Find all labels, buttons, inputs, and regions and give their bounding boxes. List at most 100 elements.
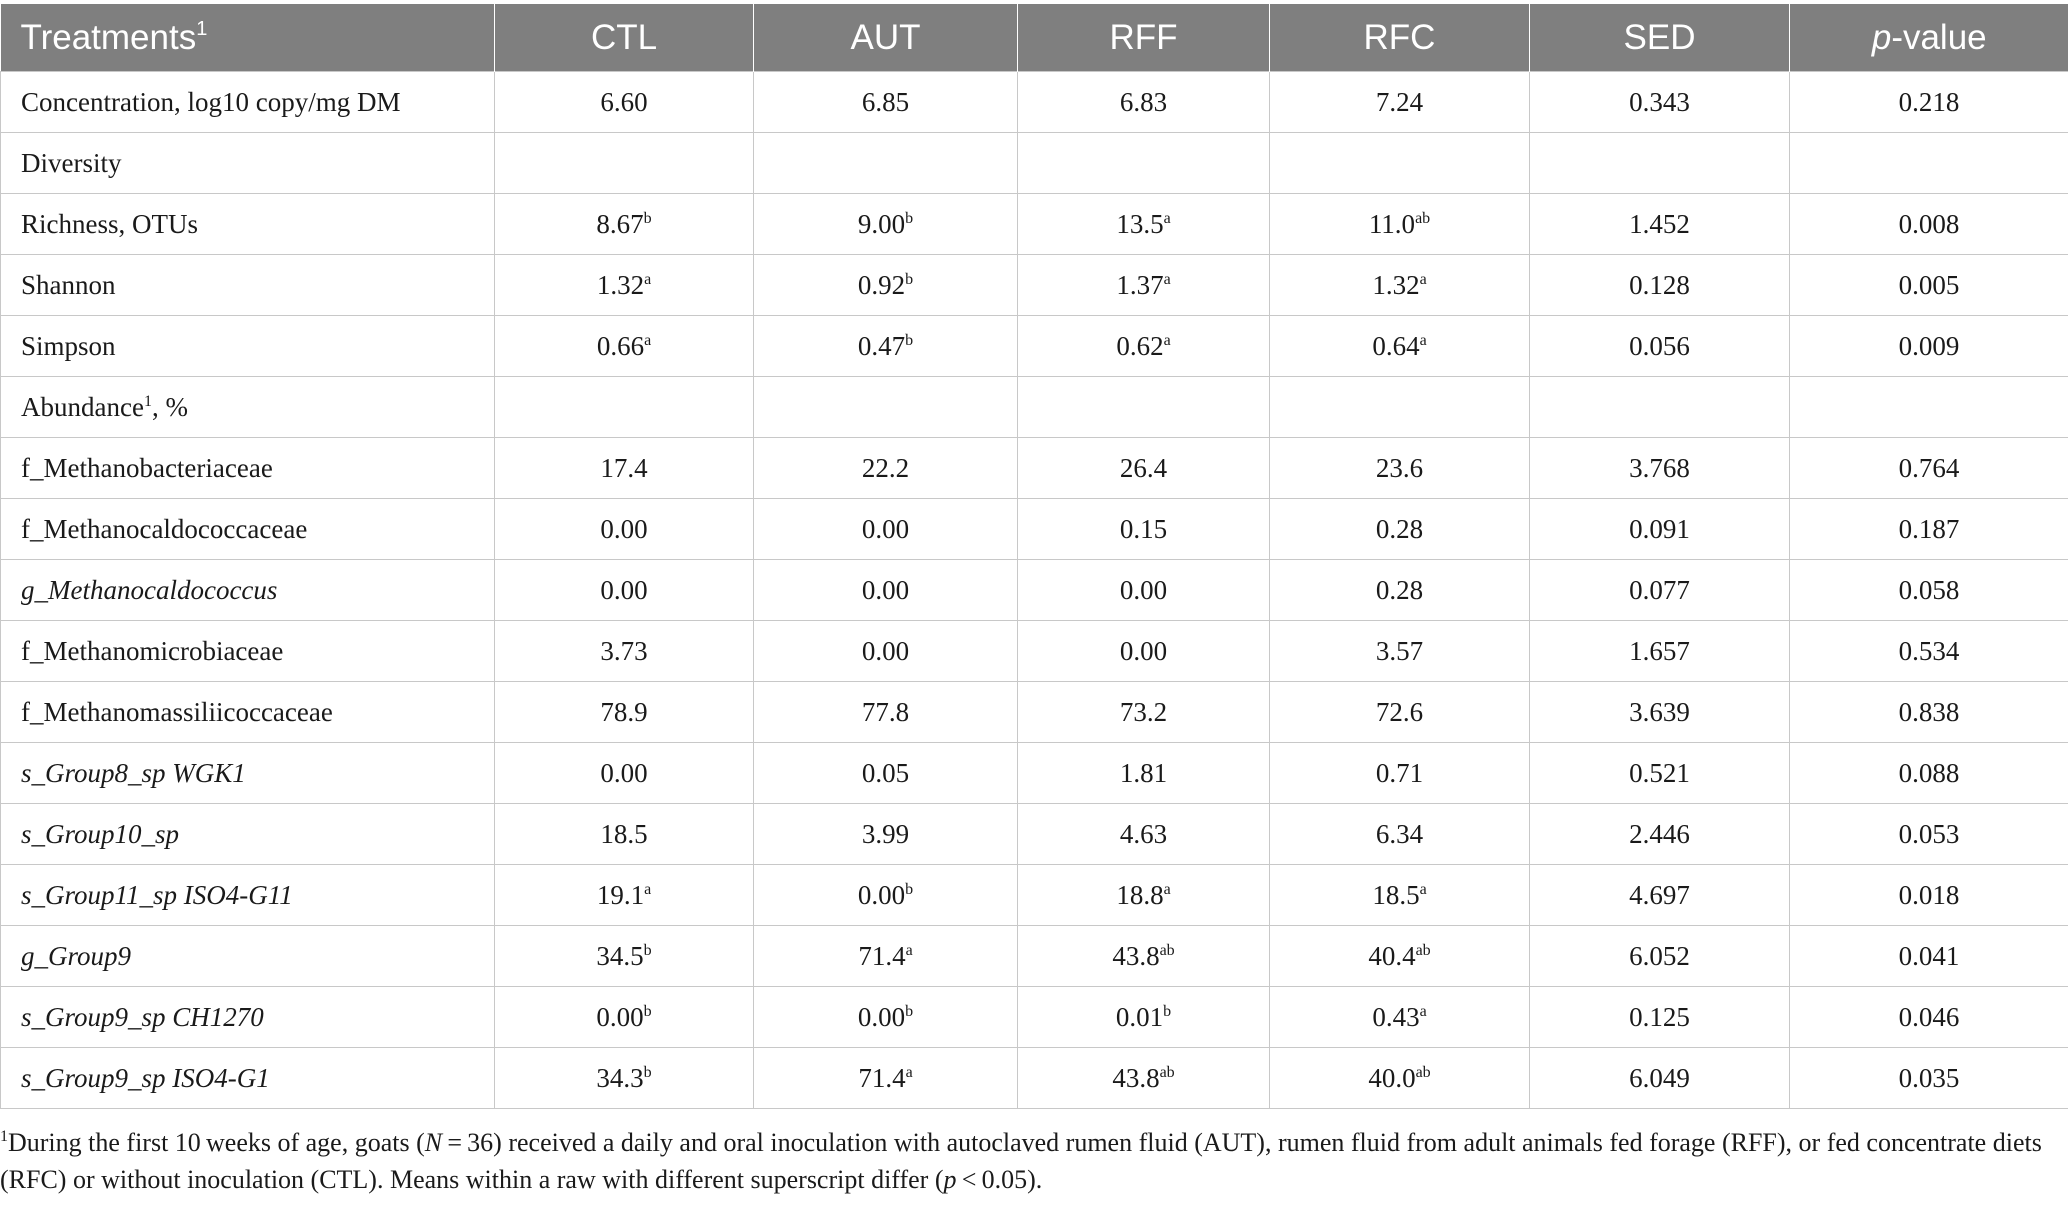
cell-superscript: a — [1163, 880, 1171, 898]
cell-value: 0.018 — [1898, 879, 1960, 910]
table-row: Diversity — [0, 132, 2068, 194]
row-label-text: s_Group9_sp ISO4-G1 — [21, 1062, 270, 1093]
row-label: s_Group9_sp CH1270 — [0, 986, 495, 1048]
cell-ctl: 6.60 — [494, 71, 754, 133]
cell-p-value: 0.187 — [1789, 498, 2068, 560]
table-body: Concentration, log10 copy/mg DM 6.60 6.85 6… — [0, 71, 2068, 1109]
row-label-text: Richness, OTUs — [21, 208, 198, 239]
row-label-text: f_Methanobacteriaceae — [21, 452, 273, 483]
row-label: f_Methanomassiliicoccaceae — [0, 681, 495, 743]
cell-rff: 18.8a — [1017, 864, 1270, 926]
cell-value: 1.452 — [1629, 208, 1690, 239]
cell-rff: 1.81 — [1017, 742, 1270, 804]
cell-value: 0.125 — [1629, 1001, 1690, 1032]
cell-value: 4.63 — [1119, 818, 1168, 849]
cell-p-value: 0.764 — [1789, 437, 2068, 499]
cell-ctl: 1.32a — [494, 254, 754, 316]
cell-superscript: b — [905, 880, 914, 898]
cell-ctl: 78.9 — [494, 681, 754, 743]
cell-rfc: 18.5a — [1269, 864, 1530, 926]
cell-ctl — [494, 132, 754, 194]
cell-value: 0.00 — [861, 513, 910, 544]
cell-value: 3.57 — [1375, 635, 1424, 666]
table-row: Abundance1, % — [0, 376, 2068, 438]
cell-superscript: b — [905, 209, 914, 227]
cell-sed — [1529, 376, 1790, 438]
cell-value: 6.83 — [1119, 86, 1168, 117]
cell-p-value — [1789, 132, 2068, 194]
cell-value: 22.2 — [861, 452, 910, 483]
cell-value: 0.088 — [1898, 757, 1960, 788]
cell-value: 0.66 — [596, 330, 645, 361]
cell-value: 0.005 — [1898, 269, 1960, 300]
row-label-text: s_Group10_sp — [21, 818, 180, 849]
cell-value: 18.8 — [1116, 879, 1164, 910]
cell-value: 0.218 — [1898, 86, 1960, 117]
cell-value: 72.6 — [1375, 696, 1424, 727]
cell-superscript: a — [1163, 209, 1171, 227]
cell-value: 7.24 — [1375, 86, 1424, 117]
cell-value: 0.764 — [1898, 452, 1960, 483]
cell-value: 6.052 — [1629, 940, 1690, 971]
cell-p-value: 0.088 — [1789, 742, 2068, 804]
cell-value: 0.046 — [1898, 1001, 1960, 1032]
cell-value: 0.058 — [1898, 574, 1960, 605]
cell-aut: 9.00b — [753, 193, 1018, 255]
cell-value: 1.657 — [1629, 635, 1690, 666]
cell-sed: 0.091 — [1529, 498, 1790, 560]
cell-ctl: 17.4 — [494, 437, 754, 499]
header-rfc: RFC — [1269, 4, 1530, 72]
cell-p-value: 0.534 — [1789, 620, 2068, 682]
cell-ctl: 34.3b — [494, 1047, 754, 1109]
row-label: s_Group8_sp WGK1 — [0, 742, 495, 804]
cell-rfc: 40.4ab — [1269, 925, 1530, 987]
row-label-text: s_Group11_sp ISO4-G11 — [21, 879, 293, 910]
cell-superscript: ab — [1415, 1063, 1431, 1081]
cell-p-value: 0.035 — [1789, 1047, 2068, 1109]
cell-superscript: a — [1419, 270, 1427, 288]
row-label: Concentration, log10 copy/mg DM — [0, 71, 495, 133]
cell-sed: 0.128 — [1529, 254, 1790, 316]
cell-value: 17.4 — [600, 452, 648, 483]
table-row: f_Methanobacteriaceae 17.4 22.2 26.4 23.6 3.7… — [0, 437, 2068, 499]
table-footnote: 1During the first 10 weeks of age, goats… — [0, 1124, 2060, 1198]
cell-value: 1.32 — [1372, 269, 1420, 300]
cell-value: 13.5 — [1116, 208, 1164, 239]
cell-p-value: 0.005 — [1789, 254, 2068, 316]
cell-rfc: 0.28 — [1269, 498, 1530, 560]
cell-sed: 4.697 — [1529, 864, 1790, 926]
header-p-value: p-value — [1789, 4, 2068, 72]
cell-value: 0.041 — [1898, 940, 1960, 971]
cell-aut: 6.85 — [753, 71, 1018, 133]
row-label-text: Concentration, log10 copy/mg DM — [21, 86, 401, 117]
cell-superscript: a — [1419, 880, 1427, 898]
cell-aut: 0.00 — [753, 498, 1018, 560]
cell-superscript: b — [643, 209, 652, 227]
cell-aut: 71.4a — [753, 925, 1018, 987]
cell-sed: 6.052 — [1529, 925, 1790, 987]
cell-value: 26.4 — [1119, 452, 1168, 483]
cell-value: 78.9 — [600, 696, 648, 727]
cell-rfc: 23.6 — [1269, 437, 1530, 499]
cell-value: 43.8 — [1112, 1062, 1160, 1093]
cell-value: 0.00 — [861, 574, 910, 605]
cell-ctl: 0.00b — [494, 986, 754, 1048]
cell-aut: 0.47b — [753, 315, 1018, 377]
table-row: s_Group10_sp 18.5 3.99 4.63 6.34 2.446 0.053 — [0, 803, 2068, 865]
cell-ctl: 18.5 — [494, 803, 754, 865]
header-aut: AUT — [753, 4, 1018, 72]
cell-superscript: a — [644, 880, 652, 898]
cell-value: 71.4 — [858, 940, 906, 971]
cell-value: 0.15 — [1119, 513, 1168, 544]
cell-rff: 0.01b — [1017, 986, 1270, 1048]
cell-value: 0.47 — [857, 330, 906, 361]
cell-superscript: b — [643, 941, 652, 959]
row-label-text: g_Group9 — [21, 940, 132, 971]
cell-aut: 22.2 — [753, 437, 1018, 499]
cell-rfc: 6.34 — [1269, 803, 1530, 865]
cell-superscript: b — [1163, 1002, 1172, 1020]
row-label-text: s_Group9_sp CH1270 — [21, 1001, 264, 1032]
row-label: g_Methanocaldococcus — [0, 559, 495, 621]
cell-rff: 1.37a — [1017, 254, 1270, 316]
cell-value: 1.37 — [1116, 269, 1164, 300]
